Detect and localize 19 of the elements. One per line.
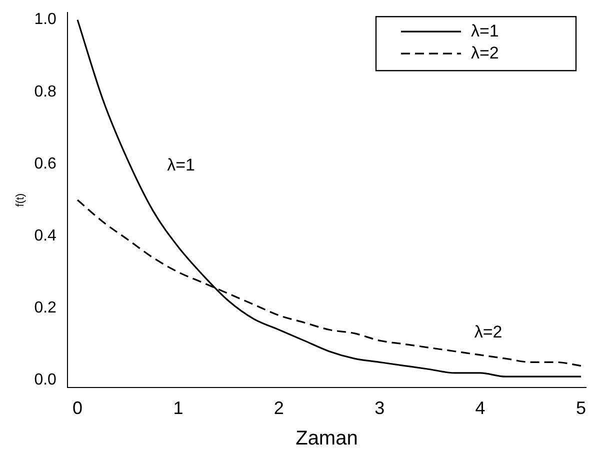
y-tick-label: 0.2 <box>34 300 57 317</box>
x-tick-label: 0 <box>72 398 83 418</box>
x-axis-title: Zaman <box>296 428 358 450</box>
line-series <box>76 19 582 378</box>
x-tick-label: 3 <box>374 398 385 418</box>
x-tick-label: 4 <box>475 398 486 418</box>
y-tick-label: 1.0 <box>34 11 57 28</box>
y-tick-label: 0.0 <box>34 372 57 389</box>
annotation: λ=1 <box>167 156 195 174</box>
x-tick-label: 1 <box>173 398 184 418</box>
y-tick-label: 0.8 <box>34 83 57 100</box>
x-tick-label: 2 <box>274 398 284 418</box>
y-axis-title: f(t) <box>14 193 27 207</box>
x-tick-label: 5 <box>576 398 586 418</box>
legend-label: λ=2 <box>471 43 499 62</box>
annotation: λ=2 <box>474 322 502 342</box>
y-tick-label: 0.4 <box>34 227 57 244</box>
y-tick-label: 0.6 <box>34 155 57 172</box>
legend-label: λ=1 <box>471 21 499 40</box>
